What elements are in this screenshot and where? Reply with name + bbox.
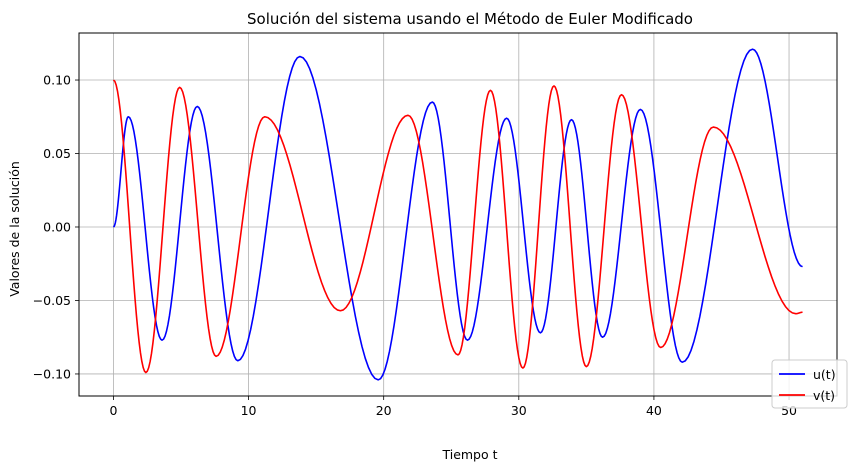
x-axis-label: Tiempo t [441,447,497,462]
x-tick-label: 20 [376,403,392,418]
y-tick-label: 0.00 [43,219,71,234]
axis-ticks: 0 10 20 30 40 50−0.10−0.050.000.050.10 [33,73,797,418]
x-tick-label: 40 [646,403,662,418]
x-tick-label: 0 [109,403,117,418]
legend-label-v: v(t) [813,388,835,403]
y-tick-label: 0.05 [43,146,71,161]
series-line-v [112,79,804,374]
legend-label-u: u(t) [813,367,836,382]
y-tick-label: 0.10 [43,73,71,88]
x-tick-label: 30 [511,403,527,418]
plot-series [112,48,804,381]
series-line-u [112,48,803,381]
x-tick-label: 10 [241,403,257,418]
y-tick-label: −0.05 [33,293,71,308]
chart-title: Solución del sistema usando el Método de… [247,10,693,28]
legend-box [771,359,848,409]
y-tick-label: −0.10 [33,366,71,381]
y-axis-label: Valores de la solución [7,161,22,297]
plot-frame [78,32,838,397]
legend: u(t) v(t) [771,359,848,409]
